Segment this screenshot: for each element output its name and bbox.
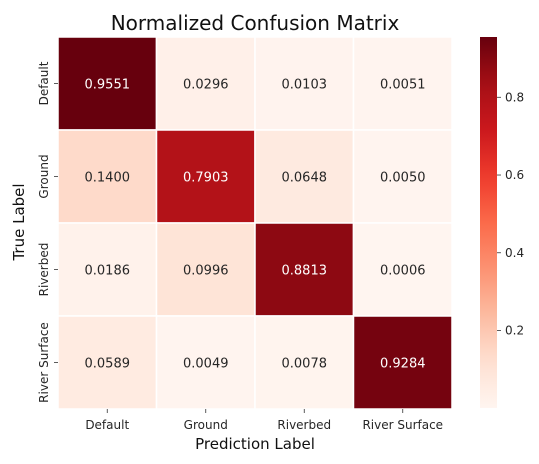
cell-value-label: 0.0006 [380,264,426,279]
cell-value-label: 0.0296 [183,78,229,93]
cell-value-label: 0.0186 [85,264,131,279]
x-axis-label: Prediction Label [195,435,315,453]
heatmap-cell [155,315,256,410]
y-axis-label: True Label [10,183,28,261]
y-tick-labels: Default Ground Riverbed River Surface [37,61,58,403]
y-tick-label: River Surface [37,322,51,403]
heatmap-cell [352,36,453,131]
x-tick-label: Riverbed [277,418,331,432]
cell-value-label: 0.0589 [85,357,131,372]
heatmap-cell [155,129,256,224]
y-tick-label: Riverbed [37,243,51,297]
cell-value-label: 0.9551 [85,78,131,93]
cell-value-label: 0.0078 [282,357,328,372]
cell-value-label: 0.0103 [282,78,328,93]
colorbar-tick-label: 0.8 [505,90,524,104]
y-tick-label: Ground [37,154,51,198]
heatmap-cell [352,315,453,410]
heatmap-cell [254,36,355,131]
cell-value-label: 0.9284 [380,357,426,372]
chart-title: Normalized Confusion Matrix [111,11,400,35]
cell-value-label: 0.0648 [282,171,328,186]
heatmap-cells: 0.9551 0.0296 0.0103 0.0051 0.1400 0.7903 0.06… [57,36,453,410]
colorbar-ticks: 0.2 0.4 0.6 0.8 [497,90,524,337]
x-tick-label: Default [85,418,129,432]
cell-value-label: 0.0050 [380,171,426,186]
heatmap-cell [155,36,256,131]
x-tick-label: Ground [184,418,228,432]
heatmap-cell [155,222,256,317]
cell-value-label: 0.0051 [380,78,426,93]
colorbar-tick-label: 0.4 [505,246,524,260]
heatmap-cell [57,36,158,131]
y-tick-label: Default [37,61,51,105]
cell-value-label: 0.8813 [282,264,328,279]
cell-value-label: 0.0049 [183,357,229,372]
cell-value-label: 0.0996 [183,264,229,279]
heatmap-cell [352,222,453,317]
colorbar-tick-label: 0.6 [505,168,524,182]
cell-value-label: 0.7903 [183,171,229,186]
colorbar [480,37,497,408]
x-tick-label: River Surface [362,418,443,432]
colorbar-tick-label: 0.2 [505,323,524,337]
cell-value-label: 0.1400 [85,171,131,186]
x-tick-labels: Default Ground Riverbed River Surface [85,409,443,432]
heatmap-cell [352,129,453,224]
